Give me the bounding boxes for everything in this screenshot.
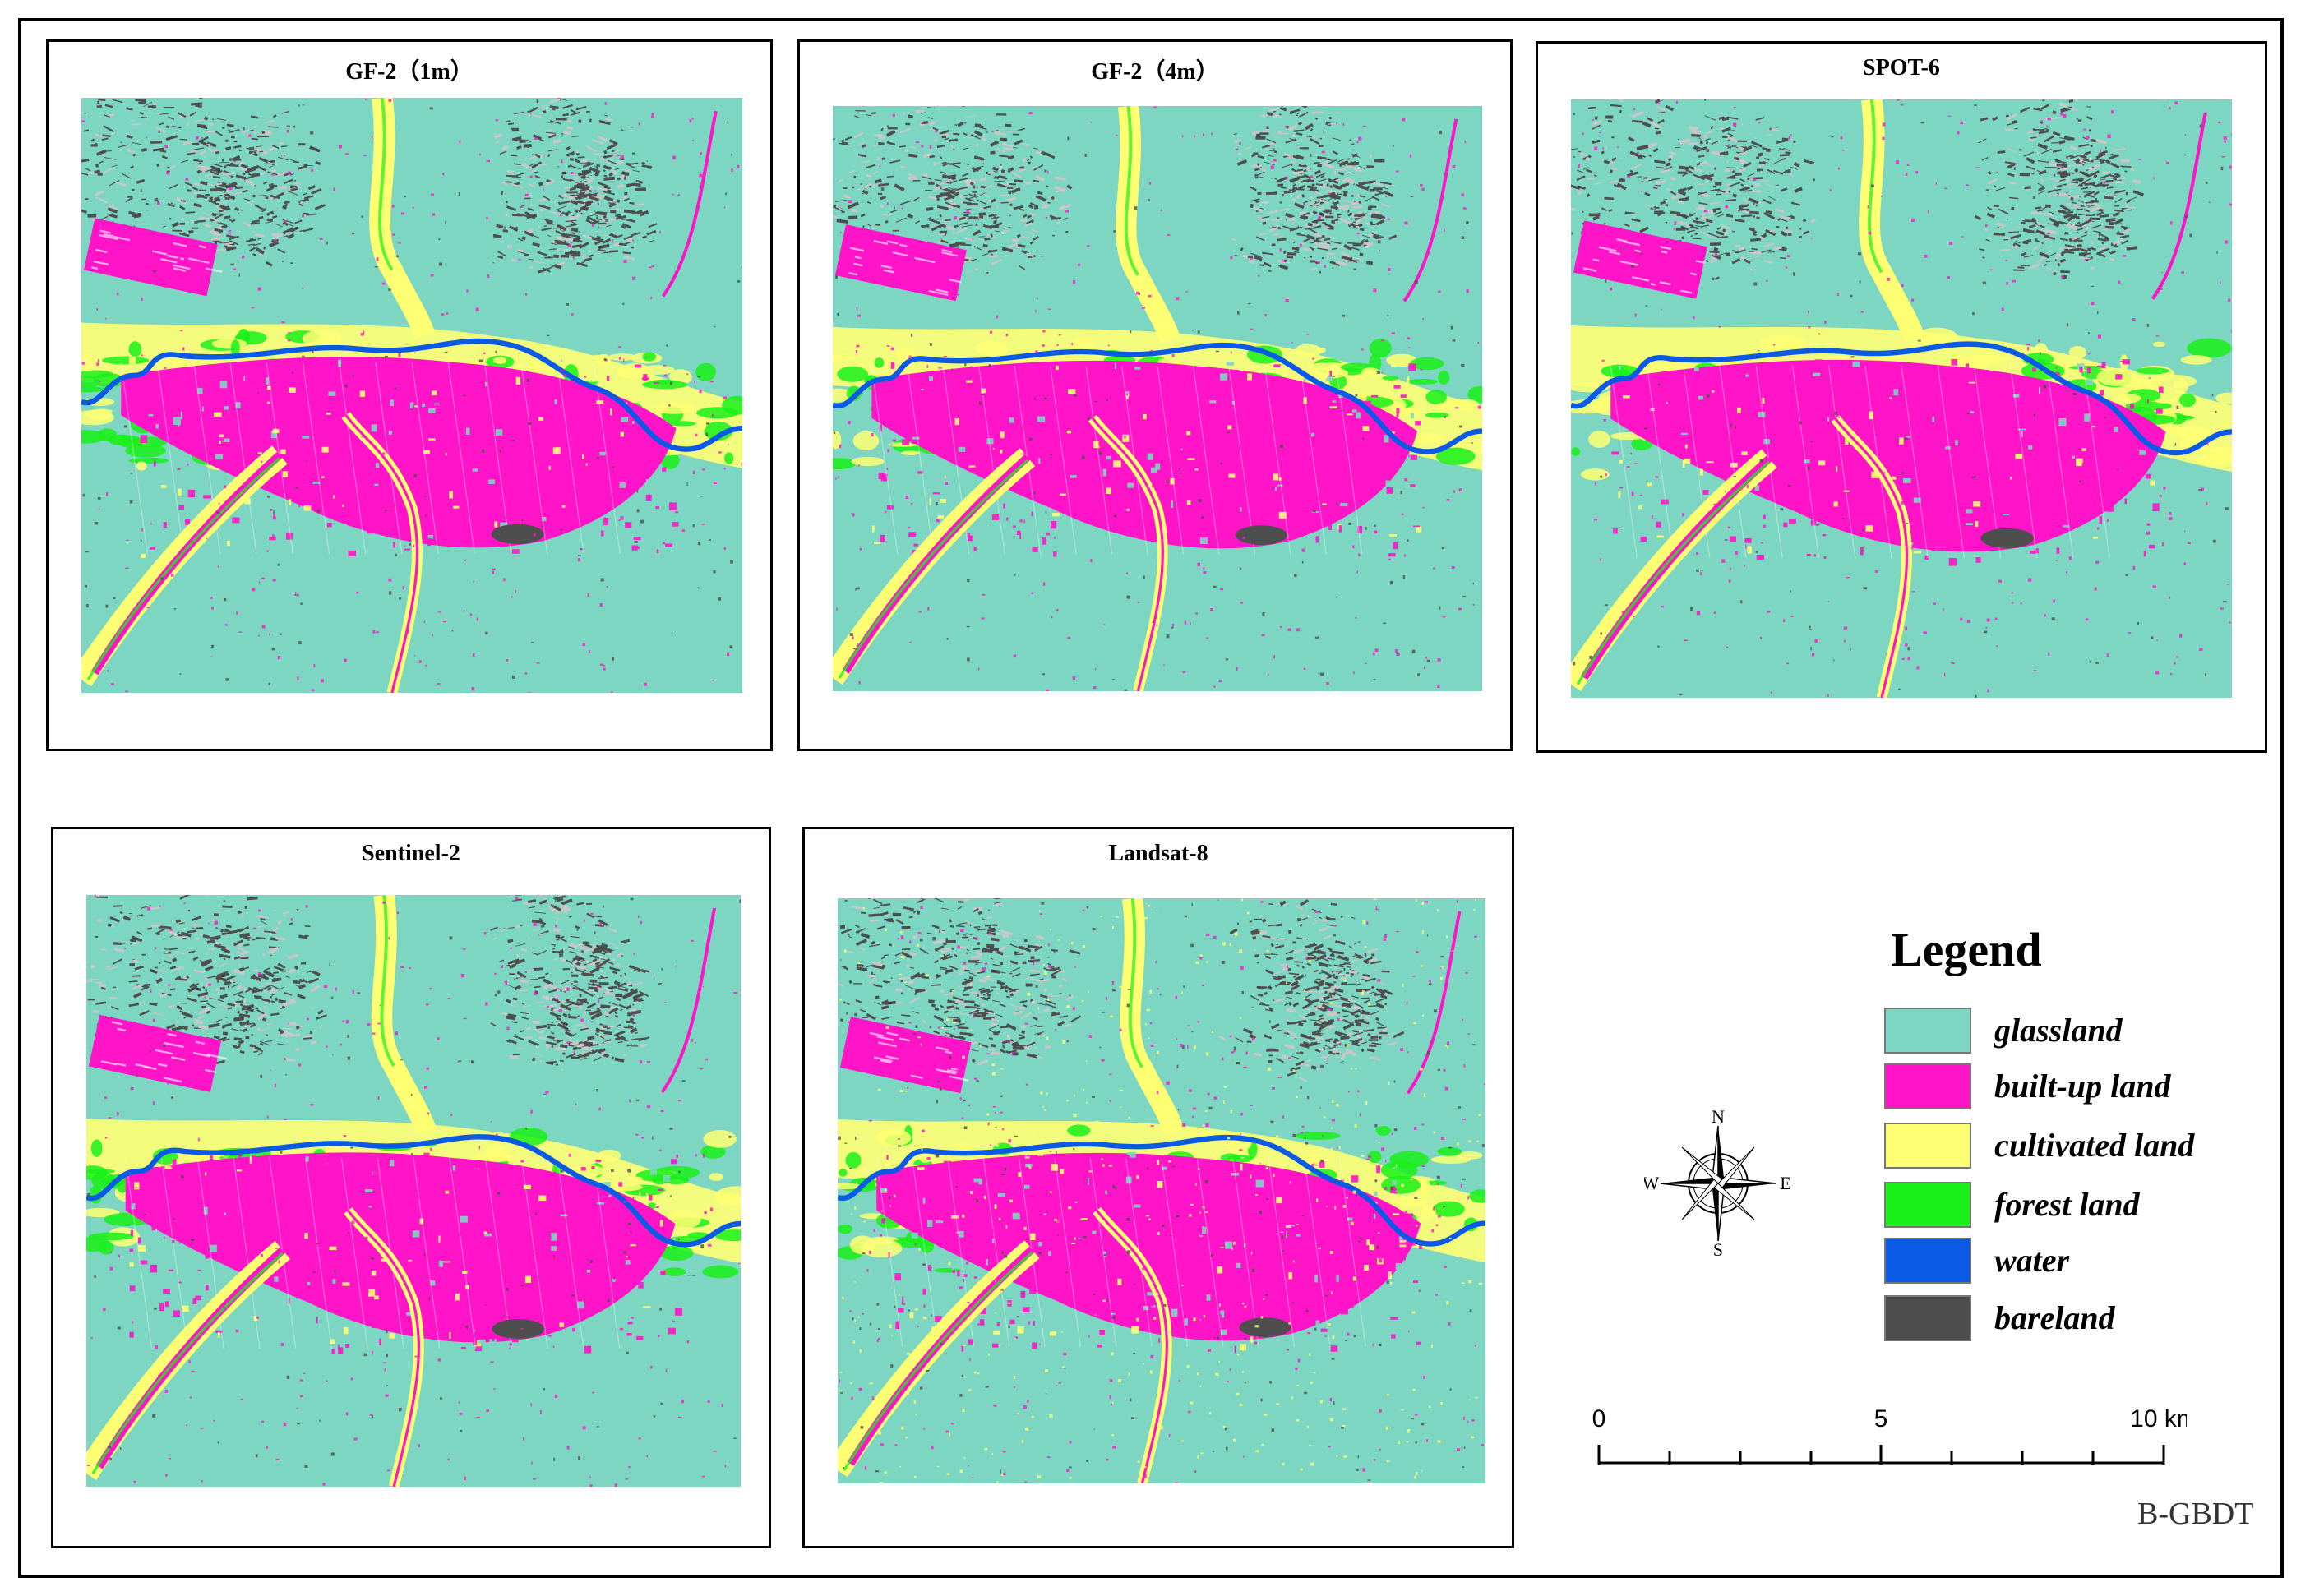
panel-title: Sentinel-2 bbox=[362, 841, 460, 866]
scale-bar: 0 5 10 km bbox=[1592, 1405, 2187, 1465]
map-panel-gf2-1m: GF-2（1m） bbox=[46, 39, 773, 751]
panel-title: GF-2（4m） bbox=[1091, 59, 1219, 85]
compass-label-w: W bbox=[1644, 1173, 1660, 1193]
legend-swatch bbox=[1884, 1123, 1971, 1169]
legend-swatch bbox=[1884, 1063, 1971, 1109]
panel-title: SPOT-6 bbox=[1863, 55, 1940, 81]
classification-map bbox=[838, 898, 1485, 1483]
legend-swatch bbox=[1884, 1295, 1971, 1341]
compass-label-s: S bbox=[1713, 1239, 1723, 1257]
compass-label-e: E bbox=[1780, 1173, 1790, 1193]
compass-rose-icon: N S E W bbox=[1644, 1109, 1791, 1257]
map-panel-landsat8: Landsat-8 bbox=[802, 827, 1514, 1548]
scale-label-5: 5 bbox=[1874, 1405, 1888, 1432]
legend-swatch bbox=[1884, 1182, 1971, 1228]
legend-swatch bbox=[1884, 1238, 1971, 1284]
scale-label-10: 10 km bbox=[2130, 1405, 2187, 1432]
panel-title: GF-2（1m） bbox=[345, 59, 474, 85]
panel-title: Landsat-8 bbox=[1108, 841, 1208, 866]
classification-map bbox=[86, 895, 741, 1487]
legend-swatch bbox=[1884, 1008, 1971, 1054]
scale-label-0: 0 bbox=[1592, 1405, 1606, 1432]
compass-label-n: N bbox=[1712, 1109, 1725, 1127]
map-layout-frame bbox=[18, 18, 2284, 1578]
classification-map bbox=[81, 98, 742, 693]
classification-map bbox=[833, 106, 1482, 691]
map-panel-sentinel2: Sentinel-2 bbox=[51, 827, 771, 1548]
legend-label: bareland bbox=[1994, 1299, 2115, 1336]
legend-label: built-up land bbox=[1994, 1068, 2171, 1105]
legend-label: cultivated land bbox=[1994, 1127, 2195, 1164]
legend-label: glassland bbox=[1994, 1012, 2123, 1049]
classification-map bbox=[1571, 99, 2232, 698]
legend-label: water bbox=[1994, 1242, 2070, 1279]
map-panel-spot6: SPOT-6 bbox=[1536, 41, 2267, 753]
method-label: B-GBDT bbox=[2137, 1497, 2254, 1531]
map-panel-gf2-4m: GF-2（4m） bbox=[797, 39, 1513, 751]
legend-title: Legend bbox=[1891, 923, 2042, 976]
legend-label: forest land bbox=[1994, 1186, 2140, 1223]
